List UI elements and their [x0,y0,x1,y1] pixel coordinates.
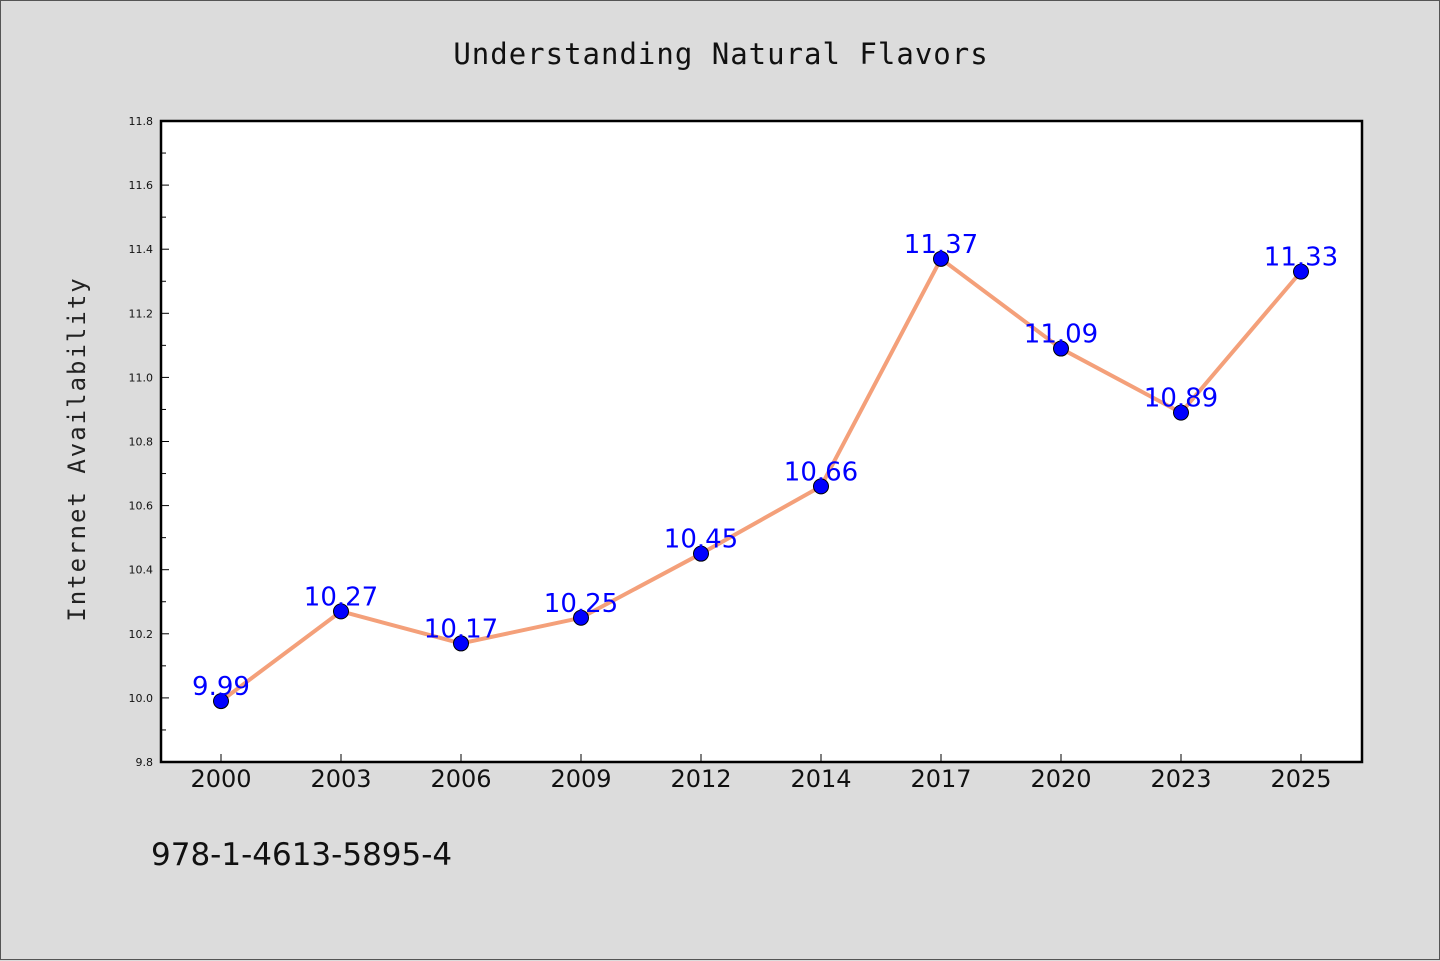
data-point [813,478,829,495]
data-label: 10.17 [424,614,498,644]
y-tick-label: 11.8 [129,115,154,128]
data-label: 10.66 [784,457,858,487]
y-tick-label: 11.6 [129,179,154,192]
y-tick-label: 10.2 [129,628,154,641]
data-point [693,545,709,562]
x-tick-label: 2006 [430,765,491,793]
data-label: 10.27 [304,582,378,612]
data-point [333,603,349,620]
data-label: 10.45 [664,525,738,555]
data-point [1293,263,1309,280]
y-tick-label: 11.0 [129,371,154,384]
y-tick-label: 10.0 [129,692,154,705]
plot-area [159,119,1364,764]
y-tick-label: 10.6 [129,500,154,513]
data-label: 11.33 [1264,243,1338,273]
y-axis-label: Internet Availability [63,276,91,621]
x-tick-label: 2014 [790,765,851,793]
chart-title: Understanding Natural Flavors [453,37,988,71]
data-point [213,693,229,710]
data-label: 11.37 [904,230,978,260]
data-point [573,609,589,626]
y-tick-label: 9.8 [136,756,154,769]
data-labels: 9.99 10.27 10.17 10.25 10.45 10.66 11.37 11.09 1… [192,230,1338,702]
x-tick-label: 2020 [1030,765,1091,793]
y-tick-label: 11.2 [129,307,154,320]
data-label: 10.25 [544,589,618,619]
x-axis: 2000 2003 2006 2009 2012 2014 2017 2020 2023 2025 [190,754,1332,793]
data-label: 11.09 [1024,320,1098,350]
data-label: 9.99 [192,672,250,702]
data-point [453,635,469,652]
y-tick-label: 11.4 [129,243,154,256]
series-line [219,256,1303,703]
x-tick-label: 2025 [1270,765,1331,793]
footer-code: 978-1-4613-5895-4 [151,837,452,873]
x-tick-label: 2012 [670,765,731,793]
x-tick-label: 2017 [910,765,971,793]
data-point [933,250,949,267]
x-tick-label: 2023 [1150,765,1211,793]
y-tick-label: 10.4 [129,564,154,577]
data-label: 10.89 [1144,384,1218,414]
x-tick-label: 2000 [190,765,251,793]
data-points [213,250,1309,710]
data-point [1173,404,1189,421]
data-point [1053,340,1069,357]
y-axis: 9.8 10.0 10.2 10.4 10.6 10.8 11.0 11.2 11.4 11.6 1… [129,115,169,769]
x-tick-label: 2003 [310,765,371,793]
x-tick-label: 2009 [550,765,611,793]
y-tick-label: 10.8 [129,436,154,449]
